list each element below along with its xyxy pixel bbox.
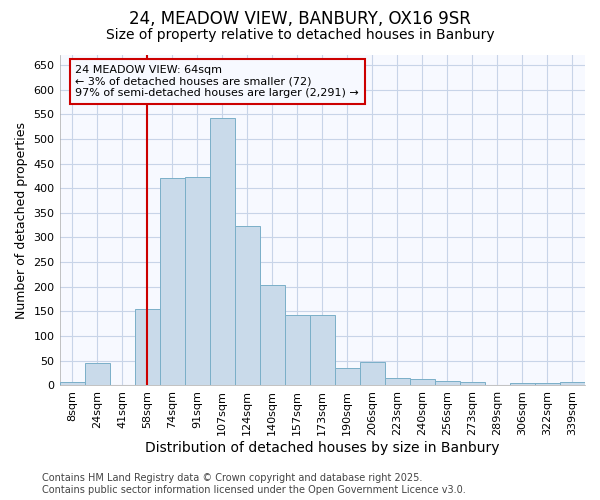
Text: Size of property relative to detached houses in Banbury: Size of property relative to detached ho… [106, 28, 494, 42]
Bar [285, 315, 310, 386]
Text: 24 MEADOW VIEW: 64sqm
← 3% of detached houses are smaller (72)
97% of semi-detac: 24 MEADOW VIEW: 64sqm ← 3% of detached h… [76, 65, 359, 98]
Bar [209, 118, 235, 386]
Bar [160, 178, 185, 386]
Bar [134, 309, 160, 386]
Text: 24, MEADOW VIEW, BANBURY, OX16 9SR: 24, MEADOW VIEW, BANBURY, OX16 9SR [129, 10, 471, 28]
Bar [385, 378, 410, 386]
X-axis label: Distribution of detached houses by size in Banbury: Distribution of detached houses by size … [145, 441, 500, 455]
Bar [85, 364, 110, 386]
Bar [310, 315, 335, 386]
Bar [260, 285, 285, 386]
Text: Contains HM Land Registry data © Crown copyright and database right 2025.
Contai: Contains HM Land Registry data © Crown c… [42, 474, 466, 495]
Bar [535, 383, 560, 386]
Bar [335, 368, 360, 386]
Y-axis label: Number of detached properties: Number of detached properties [15, 122, 28, 318]
Bar [435, 380, 460, 386]
Bar [235, 226, 260, 386]
Bar [510, 383, 535, 386]
Bar [410, 379, 435, 386]
Bar [185, 178, 209, 386]
Bar [560, 382, 585, 386]
Bar [59, 382, 85, 386]
Bar [460, 382, 485, 386]
Bar [360, 362, 385, 386]
